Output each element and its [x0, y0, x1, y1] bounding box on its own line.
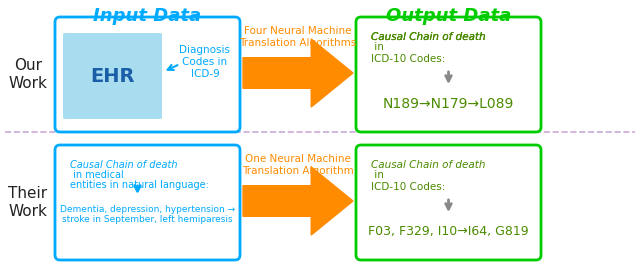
Text: Causal Chain of death: Causal Chain of death	[371, 32, 486, 42]
Text: ICD-10 Codes:: ICD-10 Codes:	[371, 54, 445, 64]
FancyBboxPatch shape	[55, 145, 240, 260]
Text: Our
Work: Our Work	[8, 58, 47, 91]
Text: Four Neural Machine
Translation Algorithms: Four Neural Machine Translation Algorith…	[239, 26, 356, 48]
Text: ICD-10 Codes:: ICD-10 Codes:	[371, 182, 445, 192]
FancyBboxPatch shape	[356, 17, 541, 132]
Text: N189→N179→L089: N189→N179→L089	[383, 97, 514, 111]
Text: Their
Work: Their Work	[8, 186, 47, 219]
Text: Input Data: Input Data	[93, 7, 202, 25]
Text: F03, F329, I10→I64, G819: F03, F329, I10→I64, G819	[368, 225, 529, 238]
Text: Causal Chain of death: Causal Chain of death	[70, 160, 177, 170]
FancyBboxPatch shape	[356, 145, 541, 260]
Text: Dementia, depression, hypertension →
stroke in September, left hemiparesis: Dementia, depression, hypertension → str…	[60, 205, 235, 224]
Text: in medical: in medical	[70, 170, 124, 180]
Text: in: in	[371, 42, 384, 52]
FancyBboxPatch shape	[63, 33, 162, 119]
Polygon shape	[243, 39, 353, 107]
Polygon shape	[243, 167, 353, 235]
Text: Causal Chain of death: Causal Chain of death	[371, 32, 486, 42]
Text: Causal Chain of death: Causal Chain of death	[371, 160, 486, 170]
Text: One Neural Machine
Translation Algorithm: One Neural Machine Translation Algorithm	[242, 154, 354, 176]
Text: Output Data: Output Data	[386, 7, 511, 25]
Text: in: in	[371, 170, 384, 180]
Text: entities in natural language:: entities in natural language:	[70, 180, 209, 190]
FancyBboxPatch shape	[55, 17, 240, 132]
Text: EHR: EHR	[90, 67, 134, 86]
Text: Diagnosis
Codes in
ICD-9: Diagnosis Codes in ICD-9	[179, 45, 230, 79]
